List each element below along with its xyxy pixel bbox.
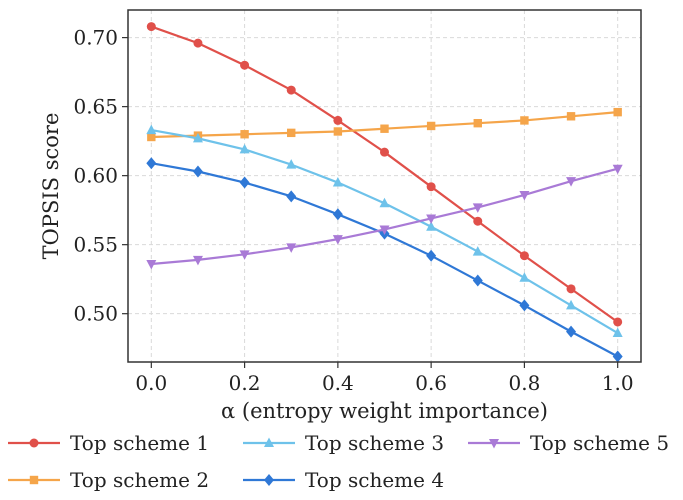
data-point (146, 157, 157, 170)
x-tick-label: 1.0 (602, 371, 634, 395)
data-point (239, 176, 250, 189)
data-point (426, 221, 437, 231)
data-point (239, 143, 250, 154)
y-axis-title: TOPSIS score (39, 113, 63, 260)
x-axis-title: α (entropy weight importance) (221, 399, 548, 423)
legend: Top scheme 1 Top scheme 2 Top scheme 3 Top … (8, 431, 669, 492)
data-point (239, 250, 250, 260)
data-point (612, 164, 623, 175)
data-point (613, 317, 623, 327)
y-tick-label: 0.65 (73, 95, 118, 119)
data-point (426, 121, 436, 131)
data-point (286, 190, 297, 203)
data-point (612, 327, 623, 338)
x-tick-label: 0.6 (415, 371, 447, 395)
data-point (380, 124, 389, 133)
y-tick-label: 0.55 (73, 233, 118, 257)
series-layer (146, 22, 623, 363)
data-point (426, 249, 437, 262)
data-point (566, 177, 577, 187)
legend-label: Top scheme 3 (305, 431, 444, 455)
x-tick-label: 0.0 (135, 371, 167, 395)
data-point (286, 159, 297, 169)
data-point (192, 165, 203, 178)
data-point (332, 235, 343, 245)
legend-swatch-marker (29, 475, 39, 485)
data-point (240, 130, 249, 139)
series-5 (146, 164, 623, 270)
legend-label: Top scheme 2 (70, 468, 209, 492)
series-line (150, 25, 619, 323)
data-point (519, 251, 529, 261)
y-axis: 0.50 0.55 0.60 0.65 0.70 (73, 26, 128, 326)
data-point (286, 243, 297, 253)
legend-item: Top scheme 3 (243, 431, 444, 455)
legend-item: Top scheme 4 (243, 468, 444, 492)
legend-label: Top scheme 1 (70, 431, 209, 455)
plot-frame (127, 9, 642, 363)
data-point (566, 299, 577, 310)
data-point (566, 112, 576, 121)
data-point (146, 124, 157, 135)
data-point (286, 85, 296, 95)
data-point (472, 246, 483, 256)
x-tick-label: 0.8 (509, 371, 541, 395)
data-point (379, 197, 390, 208)
data-point (332, 177, 343, 187)
y-tick-label: 0.50 (73, 302, 118, 326)
data-point (192, 255, 203, 266)
data-point (472, 274, 483, 287)
legend-label: Top scheme 4 (305, 468, 444, 492)
data-point (520, 116, 529, 125)
data-point (473, 118, 482, 128)
legend-swatch-marker (489, 439, 499, 449)
legend-item: Top scheme 1 (8, 431, 209, 455)
data-point (287, 128, 296, 138)
data-point (426, 214, 437, 224)
x-tick-label: 0.4 (322, 371, 354, 395)
data-point (566, 284, 576, 294)
data-point (426, 182, 436, 192)
data-point (519, 190, 530, 201)
data-point (240, 60, 250, 70)
data-point (147, 132, 156, 142)
data-point (472, 203, 483, 213)
series-line (151, 167, 618, 266)
data-point (379, 225, 390, 235)
x-axis: 0.0 0.2 0.4 0.6 0.8 1.0 (135, 362, 634, 395)
data-point (193, 38, 203, 48)
y-tick-label: 0.70 (73, 26, 118, 50)
data-point (519, 299, 530, 312)
x-tick-label: 0.2 (229, 371, 261, 395)
legend-swatch-marker (29, 438, 39, 448)
data-point (332, 208, 343, 221)
legend-swatch-marker (264, 474, 274, 486)
legend-item: Top scheme 5 (468, 431, 669, 455)
legend-swatch-marker (264, 437, 274, 447)
data-point (333, 115, 343, 125)
data-point (612, 350, 623, 363)
series-3 (146, 124, 623, 338)
data-point (192, 132, 203, 143)
series-2 (147, 107, 622, 142)
data-point (333, 127, 343, 136)
legend-item: Top scheme 2 (8, 468, 209, 492)
y-tick-label: 0.60 (73, 164, 118, 188)
data-point (146, 22, 156, 32)
data-point (613, 107, 622, 117)
data-point (380, 147, 389, 157)
data-point (473, 216, 483, 226)
data-point (146, 259, 157, 270)
series-line (151, 162, 619, 358)
data-point (566, 325, 577, 338)
grid (128, 10, 641, 362)
series-1 (146, 22, 623, 327)
legend-label: Top scheme 5 (530, 431, 669, 455)
data-point (519, 272, 530, 282)
